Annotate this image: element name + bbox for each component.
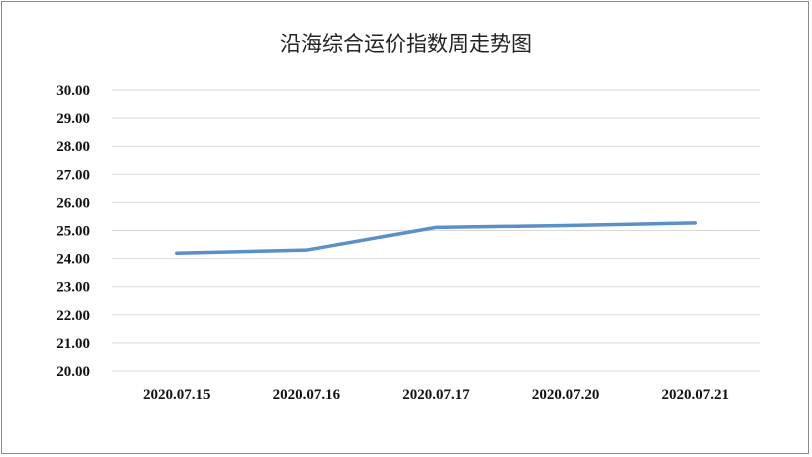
x-tick-label: 2020.07.21 <box>661 387 729 403</box>
y-tick-label: 27.00 <box>56 167 90 183</box>
x-tick-label: 2020.07.16 <box>273 387 341 403</box>
chart-title: 沿海综合运价指数周走势图 <box>280 32 532 56</box>
y-tick-label: 20.00 <box>56 364 90 380</box>
y-tick-label: 24.00 <box>56 252 90 268</box>
gridlines <box>112 89 760 372</box>
y-tick-label: 30.00 <box>56 83 90 99</box>
y-tick-label: 26.00 <box>56 195 90 211</box>
x-axis-ticks: 2020.07.15 2020.07.16 2020.07.17 2020.07.20… <box>143 387 729 403</box>
y-axis-ticks: 20.00 21.00 22.00 23.00 24.00 25.00 26.00 27.00… <box>56 83 90 380</box>
x-tick-label: 2020.07.20 <box>532 387 600 403</box>
x-tick-label: 2020.07.15 <box>143 387 211 403</box>
y-tick-label: 29.00 <box>56 111 90 127</box>
y-tick-label: 23.00 <box>56 280 90 296</box>
y-tick-label: 25.00 <box>56 224 90 240</box>
y-tick-label: 21.00 <box>56 336 90 352</box>
series-lines <box>175 221 697 256</box>
x-tick-label: 2020.07.17 <box>402 387 470 403</box>
y-tick-label: 28.00 <box>56 139 90 155</box>
y-tick-label: 22.00 <box>56 308 90 324</box>
